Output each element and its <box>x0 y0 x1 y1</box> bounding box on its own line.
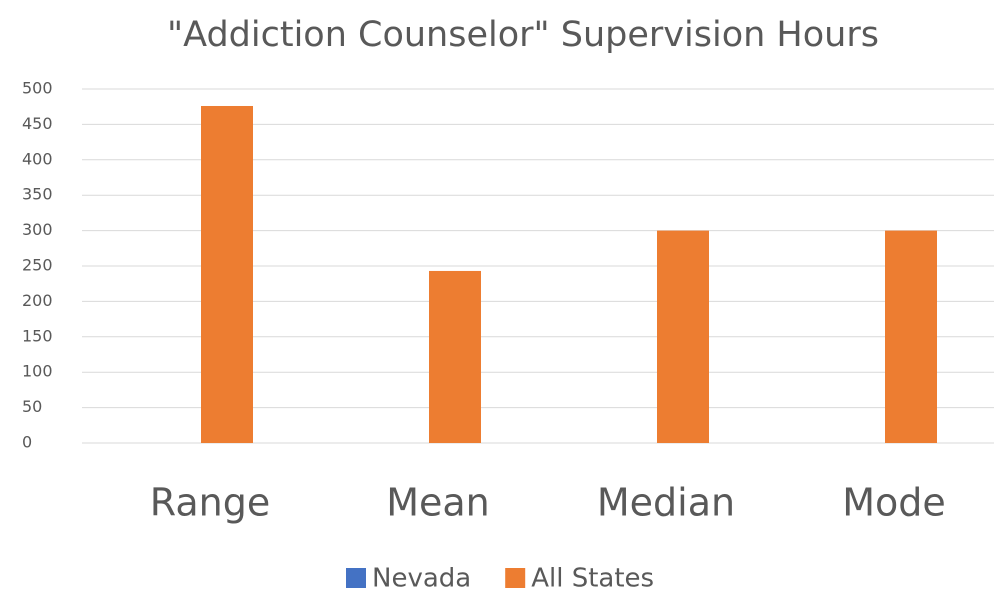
y-tick-label: 200 <box>22 291 53 310</box>
y-tick-label: 150 <box>22 326 53 345</box>
y-tick-label: 100 <box>22 362 53 381</box>
y-tick-label: 0 <box>22 433 32 452</box>
bar <box>429 270 481 443</box>
chart-title: "Addiction Counselor" Supervision Hours <box>167 15 879 55</box>
x-tick-label: Mode <box>842 481 946 525</box>
x-tick-label: Median <box>597 481 735 525</box>
bar <box>657 230 709 443</box>
y-tick-label: 300 <box>22 220 53 239</box>
legend-label: All States <box>531 564 654 594</box>
y-tick-label: 500 <box>22 79 53 98</box>
bar <box>885 230 937 443</box>
legend-swatch <box>346 568 366 588</box>
legend-label: Nevada <box>372 564 471 594</box>
y-tick-label: 250 <box>22 256 53 275</box>
x-tick-label: Mean <box>386 481 490 525</box>
y-tick-label: 350 <box>22 185 53 204</box>
bar <box>201 105 253 443</box>
legend-swatch <box>505 568 526 588</box>
x-tick-label: Range <box>150 481 270 525</box>
y-tick-label: 450 <box>22 114 53 133</box>
y-tick-label: 400 <box>22 149 53 168</box>
y-tick-label: 50 <box>22 397 42 416</box>
